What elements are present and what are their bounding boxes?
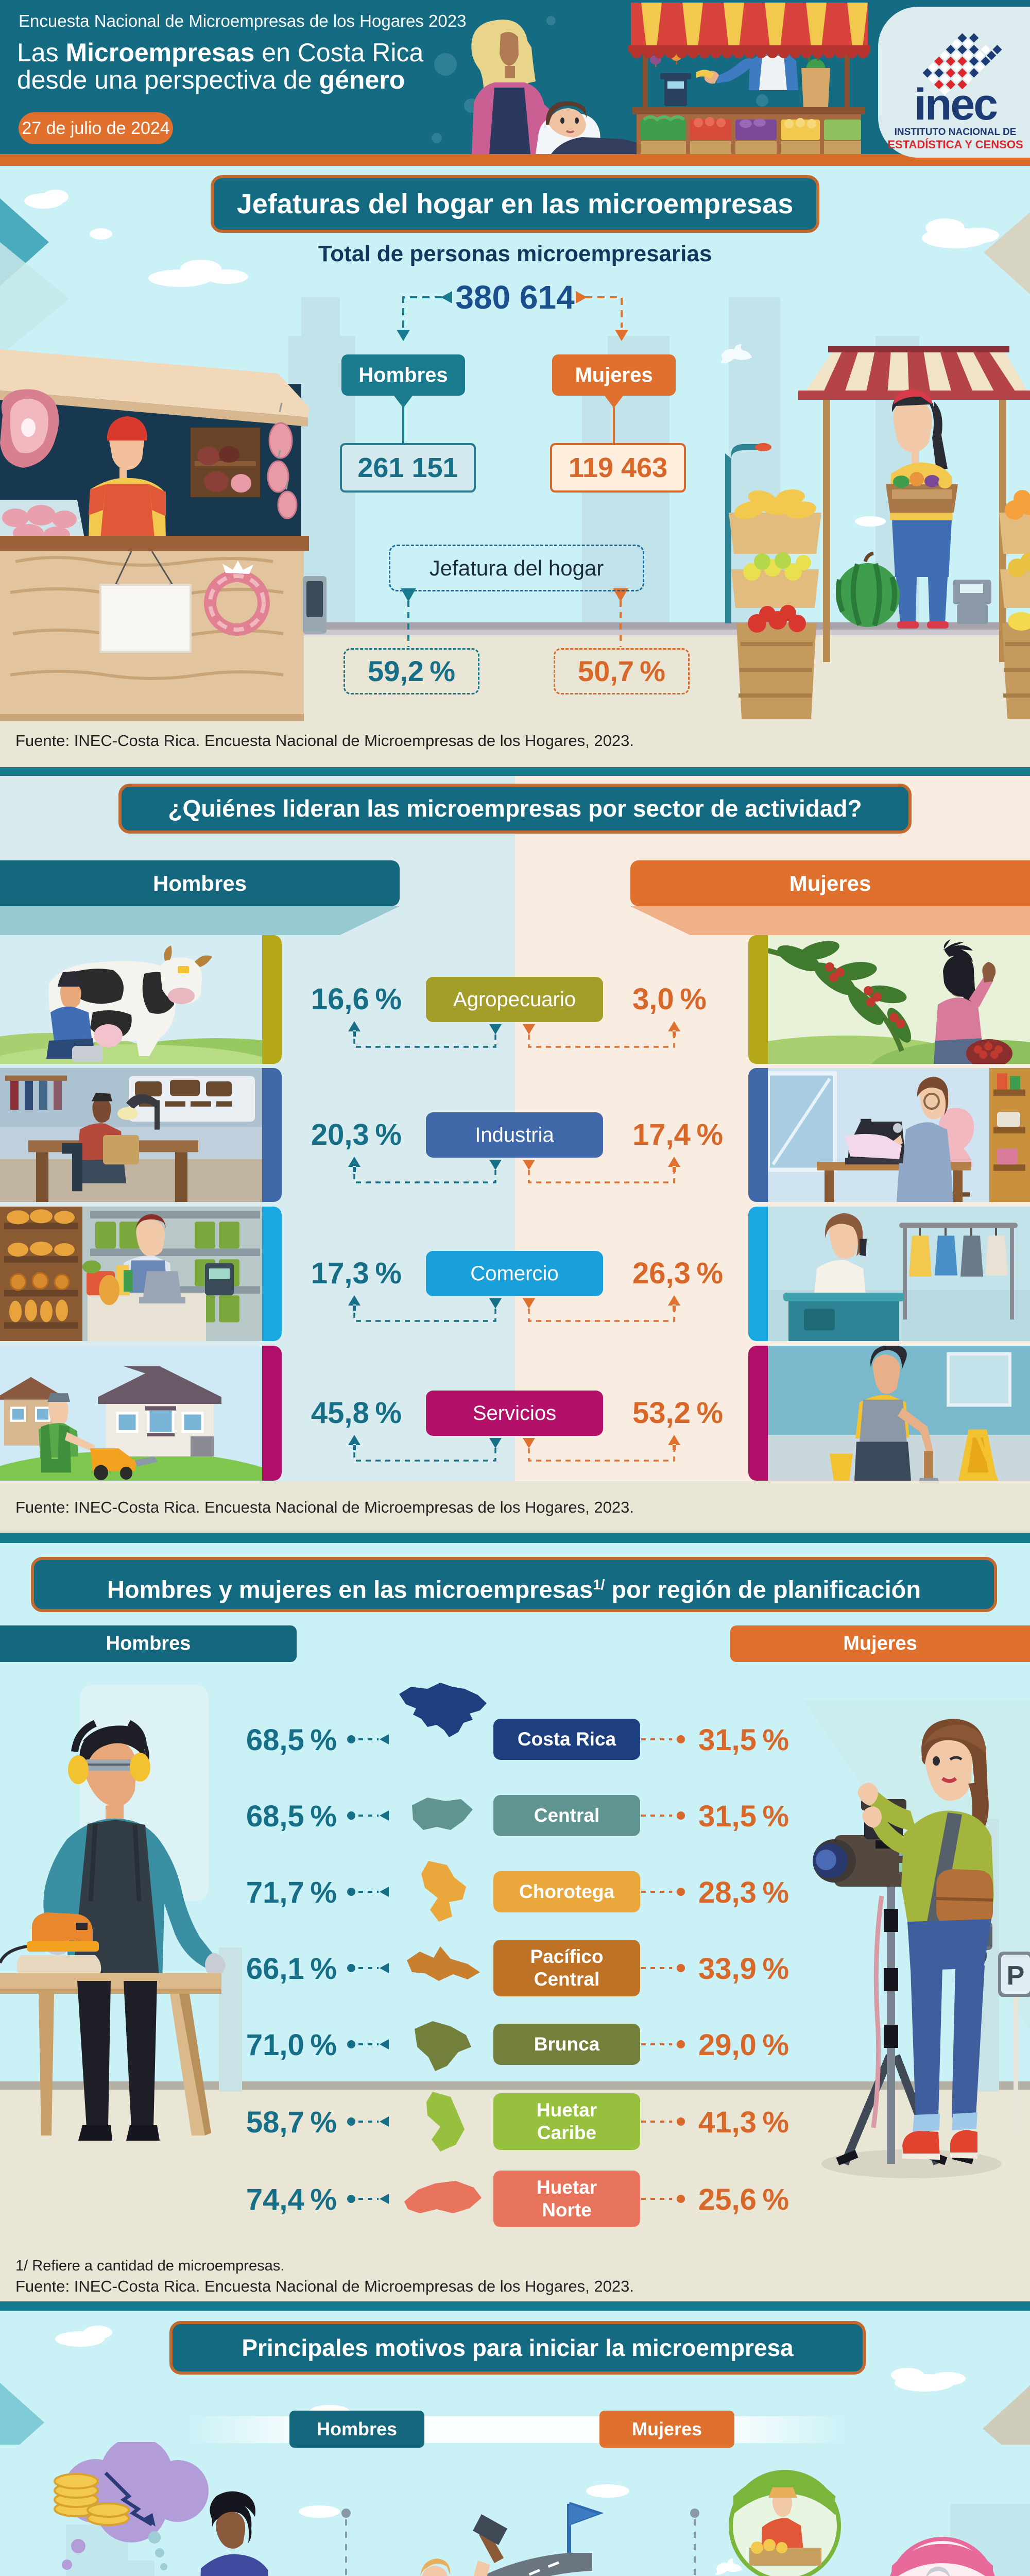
svg-text:P: P: [1007, 1961, 1025, 1991]
svg-text:INSTITUTO NACIONAL DE: INSTITUTO NACIONAL DE: [895, 127, 1017, 138]
svg-text:ESTADÍSTICA Y CENSOS: ESTADÍSTICA Y CENSOS: [887, 138, 1023, 151]
svg-text:inec: inec: [914, 80, 997, 129]
